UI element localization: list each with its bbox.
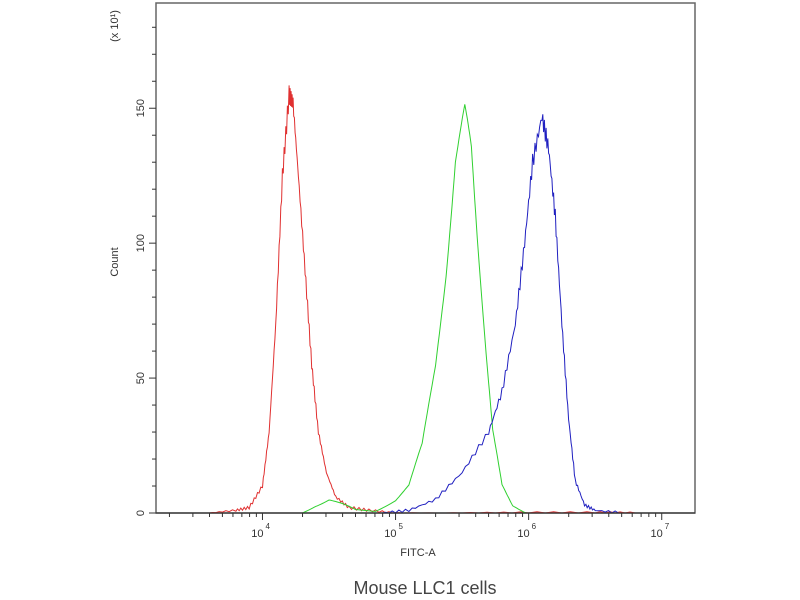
chart-title: Mouse LLC1 cells (353, 578, 496, 598)
series-green-line (302, 104, 529, 514)
x-tick-exponent: 5 (399, 522, 404, 531)
series-blue-line (382, 114, 622, 514)
x-tick-exponent: 6 (532, 522, 537, 531)
x-tick-exponent: 4 (265, 522, 270, 531)
y-tick-label: 50 (135, 372, 147, 384)
x-axis-label: FITC-A (400, 547, 436, 559)
y-tick-label: 100 (135, 234, 147, 252)
x-tick-label: 10 (650, 528, 662, 540)
x-tick-label: 10 (251, 528, 263, 540)
y-axis-label: Count (109, 247, 121, 276)
x-tick-label: 10 (384, 528, 396, 540)
x-tick-label: 10 (517, 528, 529, 540)
plot-frame (155, 2, 696, 514)
y-multiplier-label: (x 10¹) (109, 10, 121, 42)
x-tick-exponent: 7 (665, 522, 670, 531)
y-tick-label: 0 (135, 510, 147, 516)
y-tick-label: 150 (135, 99, 147, 117)
